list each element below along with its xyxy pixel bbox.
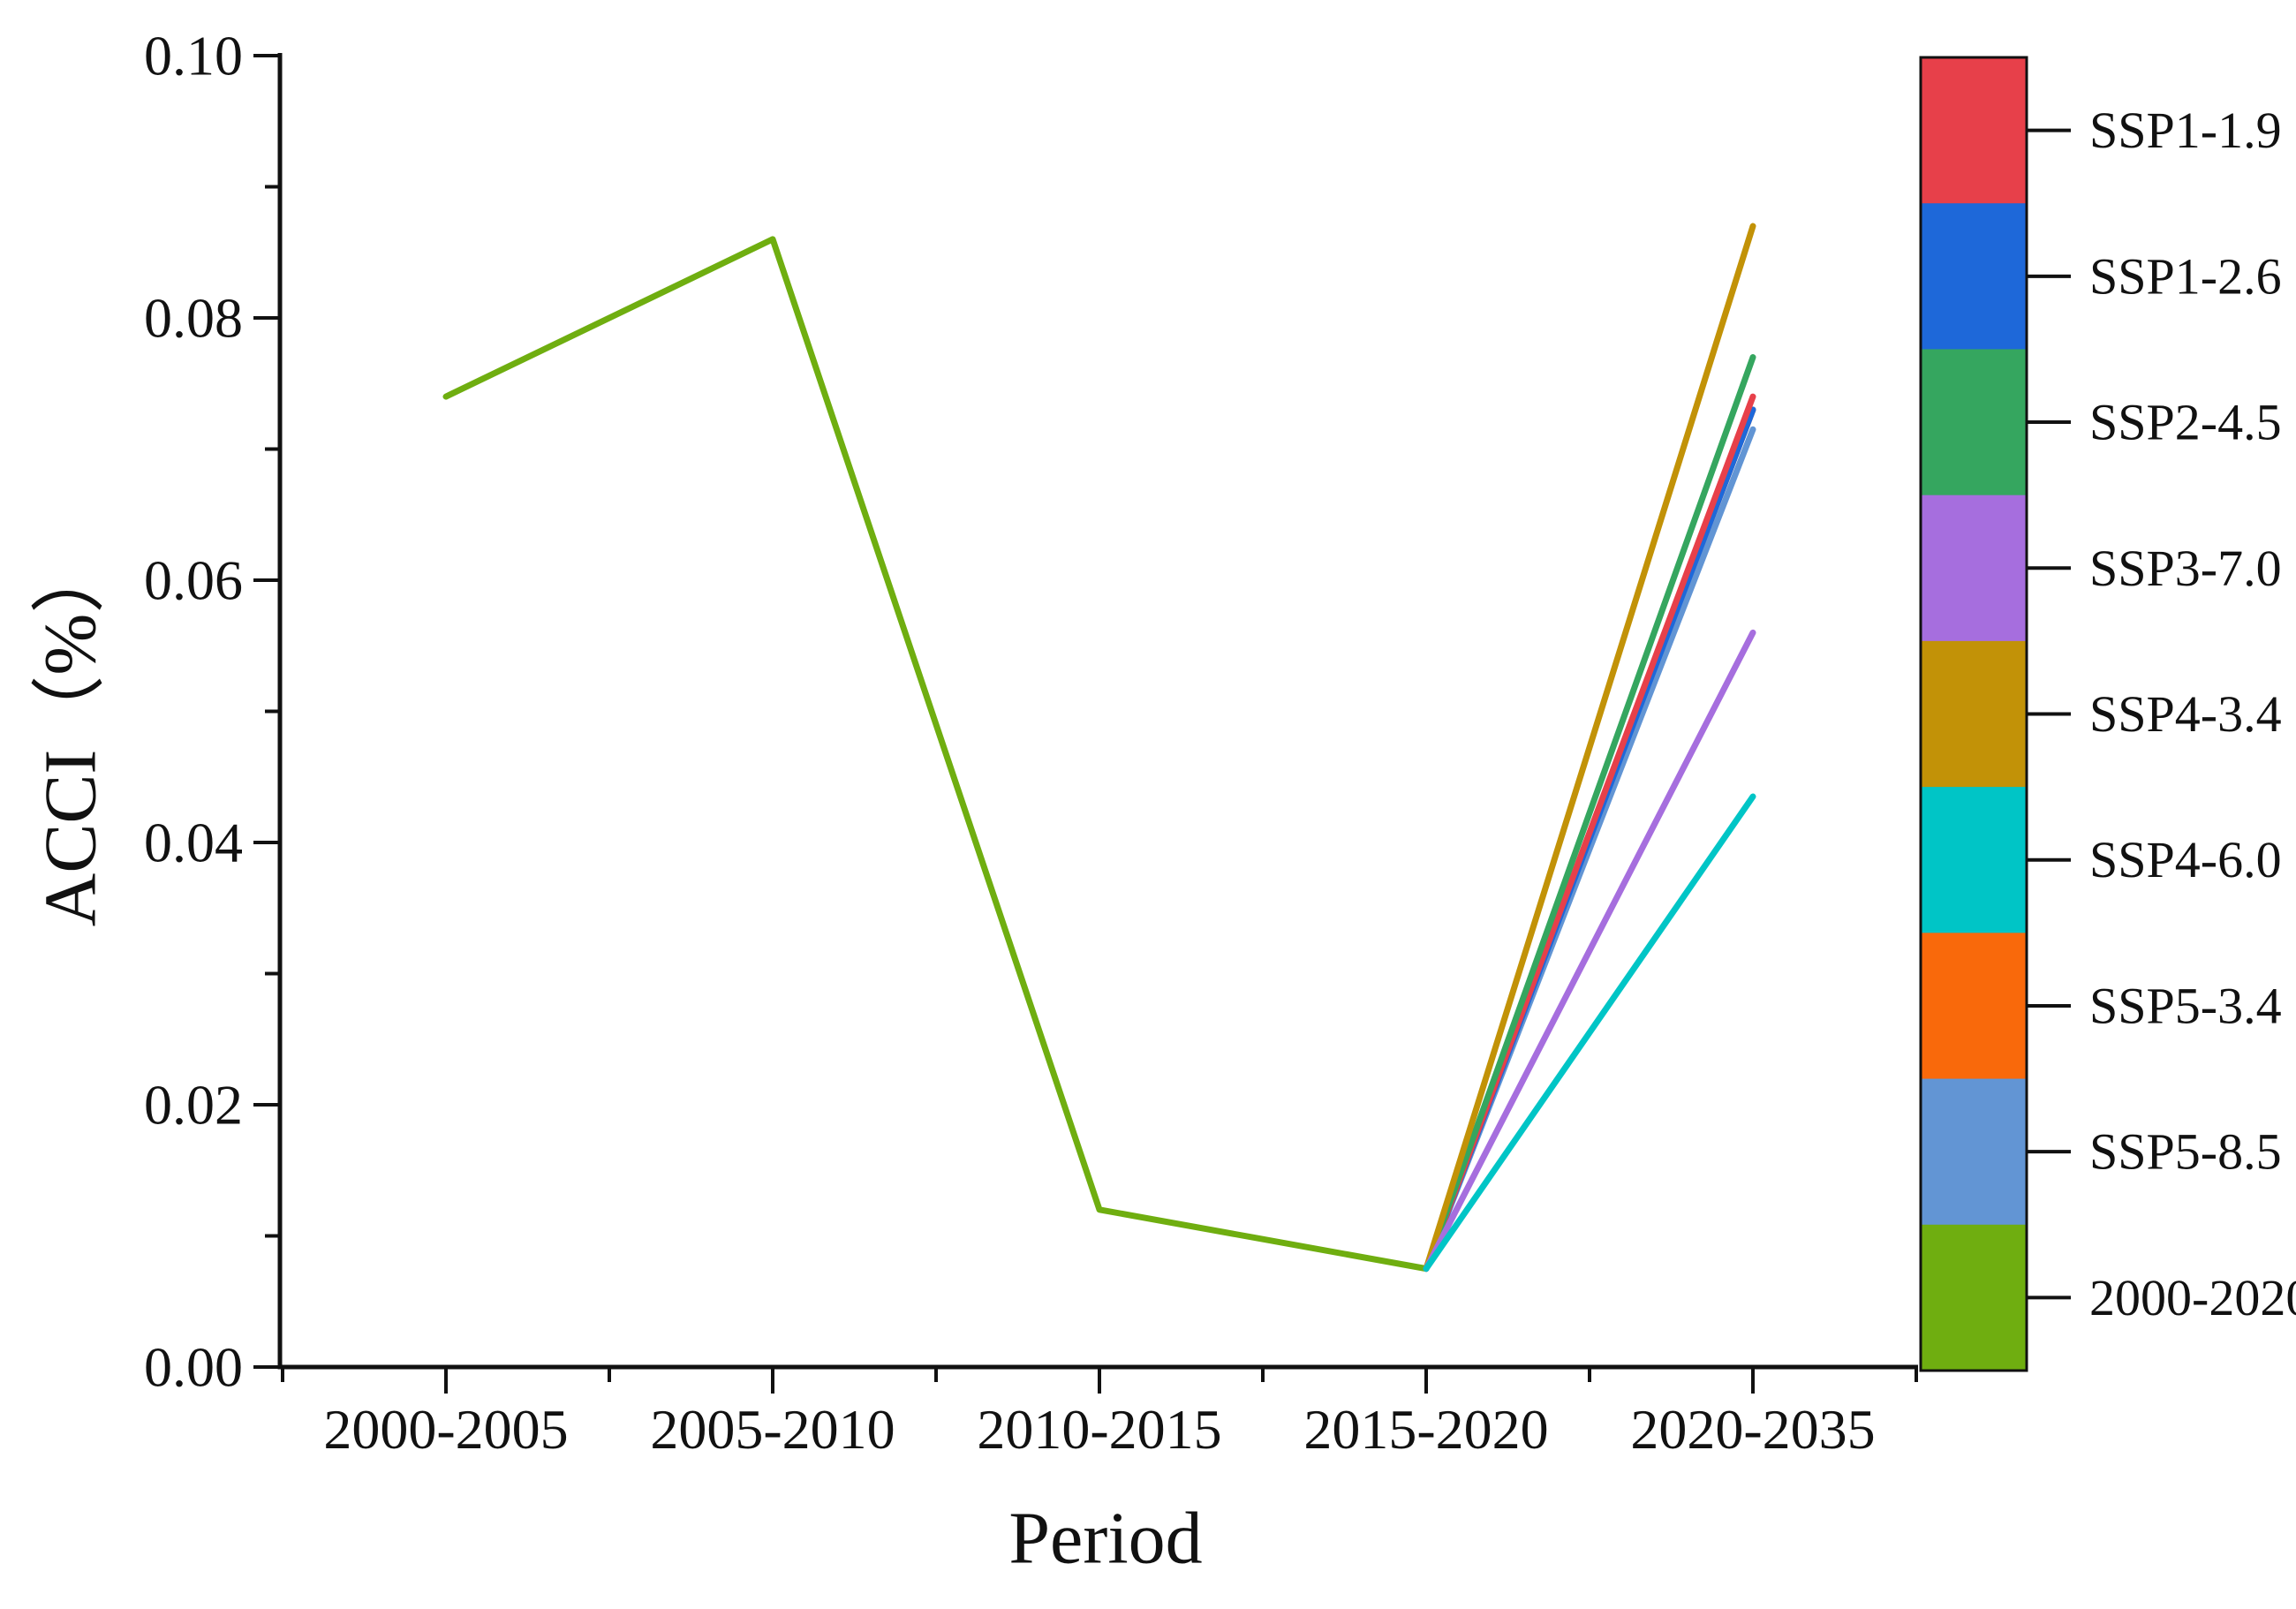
x-tick-label: 2015-2020 [1303,1398,1548,1461]
y-tick-label: 0.08 [144,287,243,350]
series-line-ssp3-7.0 [1423,629,1756,1273]
series-line-2000-2020 [442,236,1430,1273]
y-axis-title: ACCI（%） [29,539,112,927]
legend-swatch-ssp1-2.6 [1921,203,2027,351]
x-axis-title: Period [1008,1497,1203,1580]
y-tick-label: 0.02 [144,1074,243,1137]
legend-swatch-ssp5-8.5 [1921,1078,2027,1226]
legend-swatch-ssp2-4.5 [1921,349,2027,496]
series-line-ssp2-4.5 [1423,354,1756,1273]
x-tick-label: 2005-2010 [650,1398,895,1461]
legend-label-ssp2-4.5: SSP2-4.5 [2089,394,2282,451]
y-tick-label: 0.04 [144,812,243,874]
legend-label-ssp5-3.4: SSP5-3.4 [2089,977,2282,1034]
legend-label-ssp1-2.6: SSP1-2.6 [2089,247,2282,305]
x-tick-label: 2010-2015 [977,1398,1221,1461]
series-line-ssp4-3.4 [1423,223,1756,1273]
x-tick-label: 2020-2035 [1630,1398,1875,1461]
legend-swatch-ssp4-6.0 [1921,787,2027,933]
legend-swatch-ssp4-3.4 [1921,640,2027,788]
legend-label-ssp1-1.9: SSP1-1.9 [2089,102,2282,159]
y-tick-label: 0.10 [144,25,243,87]
legend-label-ssp3-7.0: SSP3-7.0 [2089,540,2282,597]
x-tick-label: 2000-2005 [323,1398,568,1461]
legend-swatch-ssp5-3.4 [1921,933,2027,1080]
y-tick-label: 0.06 [144,549,243,612]
legend-swatch-ssp3-7.0 [1921,495,2027,642]
y-tick-label: 0.00 [144,1336,243,1399]
legend-label-2000-2020: 2000-2020 [2089,1269,2296,1326]
legend-swatch-ssp1-1.9 [1921,57,2027,204]
legend-label-ssp4-3.4: SSP4-3.4 [2089,685,2282,743]
legend-label-ssp4-6.0: SSP4-6.0 [2089,831,2282,888]
series-line-ssp4-6.0 [1423,793,1756,1273]
legend-swatch-2000-2020 [1921,1224,2027,1371]
legend-label-ssp5-8.5: SSP5-8.5 [2089,1123,2282,1181]
